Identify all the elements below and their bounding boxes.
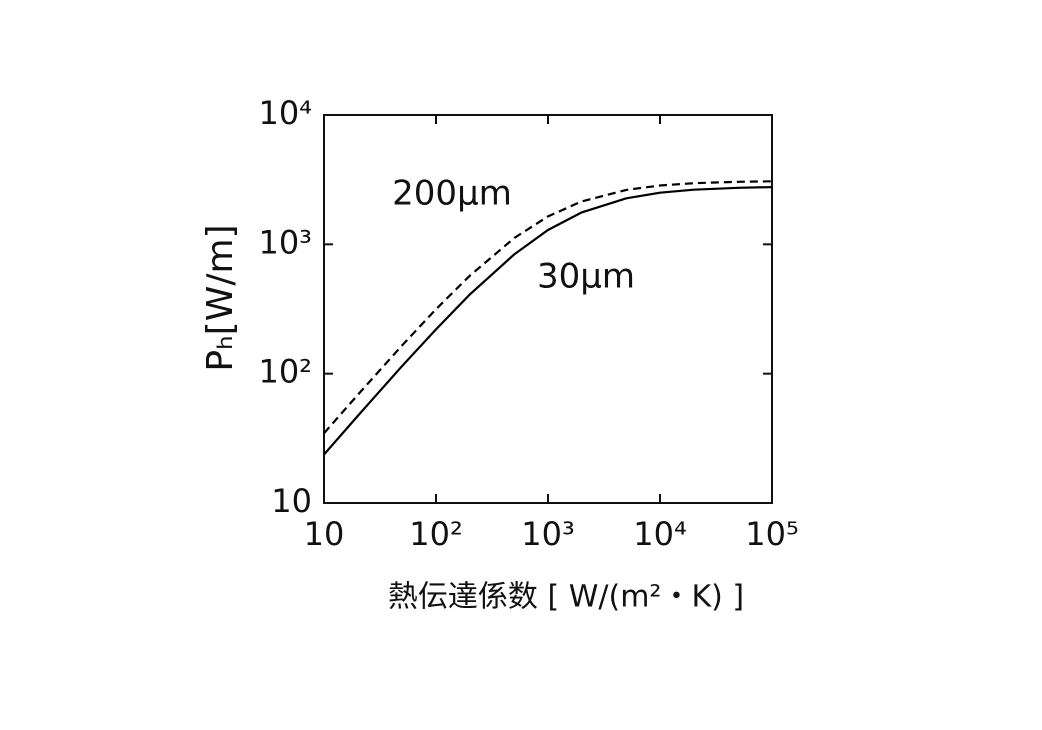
x-tick-label: 10² (409, 515, 463, 553)
x-tick-label: 10 (304, 515, 345, 553)
y-tick-label: 10³ (258, 223, 312, 261)
data-line (323, 180, 773, 435)
series-label: 30μm (537, 257, 635, 297)
y-tick-label: 10² (258, 353, 312, 391)
y-tick-label: 10⁴ (258, 94, 312, 132)
x-axis-label: 熱伝達係数 [ W/(m²・K) ] (388, 580, 744, 615)
y-axis-label: Pₕ[W/m] (200, 224, 241, 371)
x-tick-label: 10⁵ (745, 515, 799, 553)
y-tick-label: 10 (271, 482, 312, 520)
x-tick-label: 10³ (521, 515, 575, 553)
x-tick-label: 10⁴ (633, 515, 687, 553)
data-line (323, 186, 773, 456)
series-label: 200μm (392, 174, 512, 214)
